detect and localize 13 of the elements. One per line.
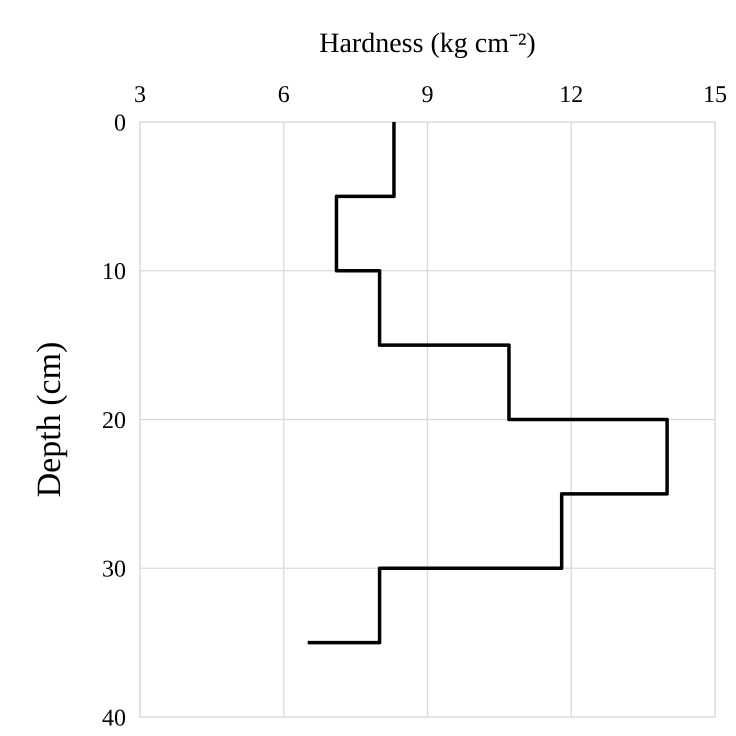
x-tick-label: 3	[134, 82, 146, 108]
y-tick-label: 0	[114, 110, 126, 136]
x-tick-label: 9	[422, 82, 434, 108]
x-axis-title: Hardness (kg cm⁻²)	[319, 28, 536, 59]
line-series	[306, 120, 669, 644]
y-tick-label: 40	[102, 705, 126, 732]
x-tick-label: 15	[703, 82, 727, 108]
x-tick-label: 6	[278, 82, 290, 108]
y-tick-label: 30	[102, 556, 126, 583]
y-tick-label: 10	[102, 259, 126, 286]
x-tick-label: 12	[559, 82, 584, 108]
y-tick-label: 20	[102, 408, 126, 434]
y-axis-title: Depth (cm)	[31, 342, 68, 498]
